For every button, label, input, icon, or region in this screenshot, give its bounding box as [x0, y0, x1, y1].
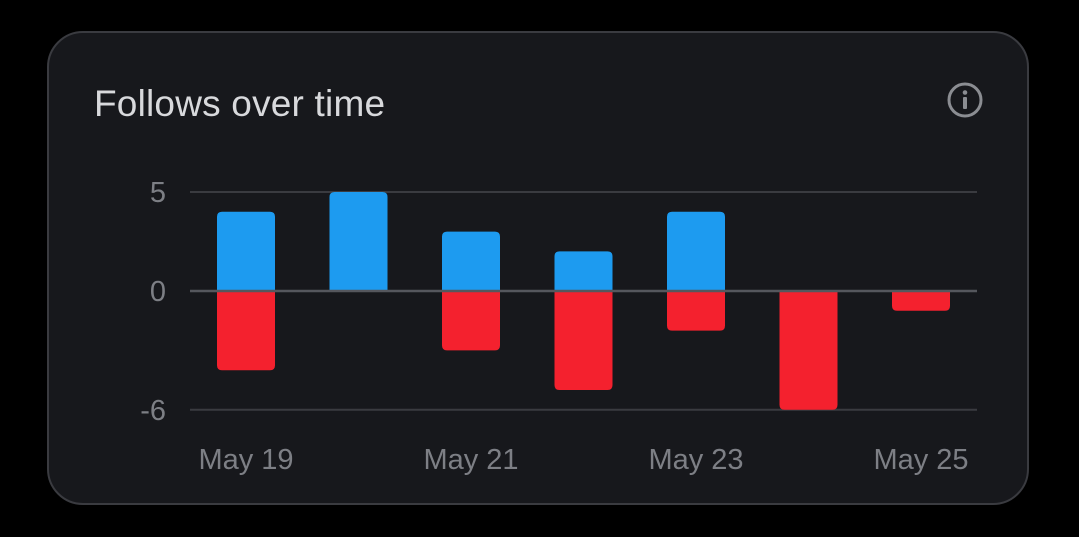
bar-lost-may-21[interactable] — [442, 291, 500, 351]
card-title: Follows over time — [94, 83, 386, 124]
x-tick-label: May 21 — [423, 444, 518, 476]
x-tick-label: May 25 — [873, 444, 968, 476]
bar-gained-may-19[interactable] — [217, 211, 275, 291]
bar-lost-may-23[interactable] — [667, 291, 725, 331]
bar-gained-may-22[interactable] — [554, 251, 613, 291]
bar-gained-may-23[interactable] — [667, 211, 725, 291]
bar-lost-may-22[interactable] — [554, 291, 613, 390]
bar-gained-may-21[interactable] — [442, 231, 500, 291]
bar-layer — [217, 192, 950, 410]
y-tick-label: 0 — [150, 276, 166, 308]
follows-card: Follows over time — [47, 31, 1029, 505]
bar-gained-may-20[interactable] — [329, 192, 388, 291]
x-tick-label: May 23 — [648, 444, 743, 476]
info-icon[interactable] — [946, 81, 984, 119]
y-tick-label: 5 — [150, 177, 166, 209]
y-tick-label: -6 — [140, 395, 166, 427]
bar-lost-may-19[interactable] — [217, 291, 275, 371]
x-tick-label: May 19 — [198, 444, 293, 476]
bar-lost-may-24[interactable] — [779, 291, 838, 410]
bar-lost-may-25[interactable] — [892, 291, 950, 311]
grid-layer — [190, 191, 977, 411]
tick-label-layer: 5 0 -6 May 19 May 21 May 23 May 25 — [140, 177, 968, 476]
